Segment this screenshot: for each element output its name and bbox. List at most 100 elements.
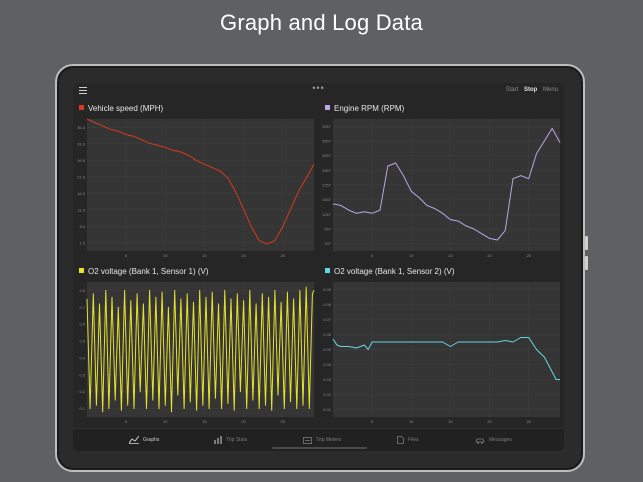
x-tick-label: 20: [487, 419, 492, 424]
x-tick-label: 25: [280, 419, 285, 424]
y-tick-label: 0.07: [323, 317, 332, 322]
x-tick-label: 10: [163, 419, 168, 424]
tab-label: Trip Meters: [316, 437, 342, 443]
y-tick-label: 0.8: [79, 288, 85, 293]
tab-trip-meters[interactable]: Trip Meters: [303, 429, 341, 451]
y-tick-label: 0.6: [79, 322, 85, 327]
x-tick-label: 10: [409, 253, 414, 258]
x-tick-label: 5: [125, 419, 128, 424]
car-icon: [475, 438, 485, 444]
y-tick-label: 0.05: [323, 347, 332, 352]
tab-trip-stats[interactable]: Trip Stats: [214, 429, 247, 451]
hamburger-icon[interactable]: [79, 87, 87, 95]
top-nav: Start Stop Menu: [502, 87, 558, 93]
y-tick-label: 3257: [322, 153, 332, 158]
menu-button[interactable]: Menu: [542, 87, 558, 93]
y-tick-label: 2257: [322, 183, 332, 188]
top-bar: ••• Start Stop Menu: [73, 83, 564, 101]
chart-title: O2 voltage (Bank 1, Sensor 1) (V): [88, 267, 209, 276]
chart-svg: 337 657 1257 1657 2257 2657 3257 3557 3957 5 10 15 2…: [322, 119, 561, 258]
y-tick-label: 3957: [322, 124, 332, 129]
x-tick-label: 5: [125, 253, 128, 258]
y-tick-label: 657: [324, 227, 331, 232]
plot-area: [87, 119, 314, 251]
y-tick-label: 337: [324, 241, 331, 246]
x-tick-label: 15: [448, 419, 453, 424]
x-tick-label: 10: [163, 253, 168, 258]
chart-svg: 0.1 0.2 0.3 0.4 0.5 0.6 0.7 0.8 5 10 15 20 25: [79, 282, 315, 424]
chart-panel-vehicle-speed: 1.5 6.0 11.0 16.5 21.0 26.5 31.0 36.5 5 10 15 20 25 V…: [73, 101, 318, 263]
tab-label: Files: [408, 437, 419, 443]
y-tick-label: 26.5: [77, 158, 86, 163]
volume-button-2: [585, 256, 588, 270]
legend-swatch: [79, 268, 84, 274]
volume-button: [585, 236, 588, 250]
y-tick-label: 1257: [322, 212, 332, 217]
x-tick-label: 5: [371, 253, 374, 258]
y-tick-label: 36.5: [77, 125, 86, 130]
tab-label: Messages: [489, 437, 512, 443]
chart-svg: 0.01 0.02 0.03 0.04 0.05 0.06 0.07 0.08 0.09 5 10 1…: [323, 282, 560, 424]
chart-svg: 1.5 6.0 11.0 16.5 21.0 26.5 31.0 36.5 5 10 15 20 25: [77, 118, 315, 258]
series-line: [86, 286, 315, 413]
x-tick-label: 25: [526, 253, 531, 258]
y-tick-label: 6.0: [79, 224, 85, 229]
y-tick-label: 0.7: [79, 305, 85, 310]
x-tick-label: 20: [241, 253, 246, 258]
bottom-tab-bar: Graphs Trip Stats Trip Meters Files Mess…: [73, 428, 564, 451]
bar-chart-icon: [214, 436, 222, 444]
x-tick-label: 25: [280, 253, 285, 258]
chart-title: O2 voltage (Bank 1, Sensor 2) (V): [334, 267, 455, 276]
y-tick-label: 0.2: [79, 389, 85, 394]
y-tick-label: 0.06: [323, 332, 332, 337]
tab-label: Trip Stats: [226, 437, 248, 443]
y-tick-label: 0.09: [323, 287, 332, 292]
x-tick-label: 15: [202, 253, 207, 258]
legend-swatch: [325, 268, 330, 274]
chart-panel-engine-rpm: 337 657 1257 1657 2257 2657 3257 3557 3957 5 10 15 2…: [319, 101, 564, 263]
file-icon: [397, 436, 404, 444]
start-button[interactable]: Start: [505, 87, 519, 93]
y-tick-label: 3557: [322, 139, 332, 144]
app-screen: ••• Start Stop Menu 1.5 6.0 11.0 16.5 21.0 26…: [73, 83, 564, 451]
graph-icon: [129, 436, 139, 444]
series-line: [86, 118, 315, 245]
chart-title: Engine RPM (RPM): [334, 104, 405, 113]
y-tick-label: 0.02: [323, 392, 332, 397]
x-tick-label: 20: [487, 253, 492, 258]
y-tick-label: 21.0: [77, 174, 86, 179]
series-line: [332, 337, 560, 380]
x-tick-label: 15: [448, 253, 453, 258]
x-tick-label: 25: [526, 419, 531, 424]
x-tick-label: 20: [241, 419, 246, 424]
y-tick-label: 11.0: [78, 207, 86, 212]
home-indicator: [272, 447, 367, 449]
y-tick-label: 0.01: [323, 407, 332, 412]
chart-panel-o2-sensor-2: 0.01 0.02 0.03 0.04 0.05 0.06 0.07 0.08 0.09 5 10 1…: [319, 264, 564, 429]
y-tick-label: 0.04: [323, 362, 332, 367]
series-line: [332, 127, 561, 241]
ellipsis-icon[interactable]: •••: [312, 83, 325, 93]
y-tick-label: 0.5: [79, 339, 85, 344]
headline: Graph and Log Data: [220, 10, 423, 35]
y-tick-label: 31.0: [77, 141, 86, 146]
legend-swatch: [79, 105, 84, 111]
tab-files[interactable]: Files: [397, 429, 419, 451]
stop-button[interactable]: Stop: [523, 87, 538, 93]
y-tick-label: 1657: [322, 197, 332, 202]
y-tick-label: 1.5: [79, 240, 85, 245]
x-tick-label: 10: [409, 419, 414, 424]
chart-title: Vehicle speed (MPH): [88, 104, 164, 113]
x-tick-label: 5: [371, 419, 374, 424]
tab-messages[interactable]: Messages: [475, 429, 512, 451]
tablet-frame: ••• Start Stop Menu 1.5 6.0 11.0 16.5 21.0 26…: [55, 64, 588, 472]
tab-label: Graphs: [143, 437, 160, 443]
y-tick-label: 0.3: [79, 372, 85, 377]
legend-swatch: [325, 105, 330, 111]
tab-graphs[interactable]: Graphs: [129, 429, 159, 451]
y-tick-label: 0.03: [323, 377, 332, 382]
y-tick-label: 0.4: [79, 355, 85, 360]
x-tick-label: 15: [202, 419, 207, 424]
y-tick-label: 0.08: [323, 302, 332, 307]
trip-meter-icon: [303, 436, 312, 444]
